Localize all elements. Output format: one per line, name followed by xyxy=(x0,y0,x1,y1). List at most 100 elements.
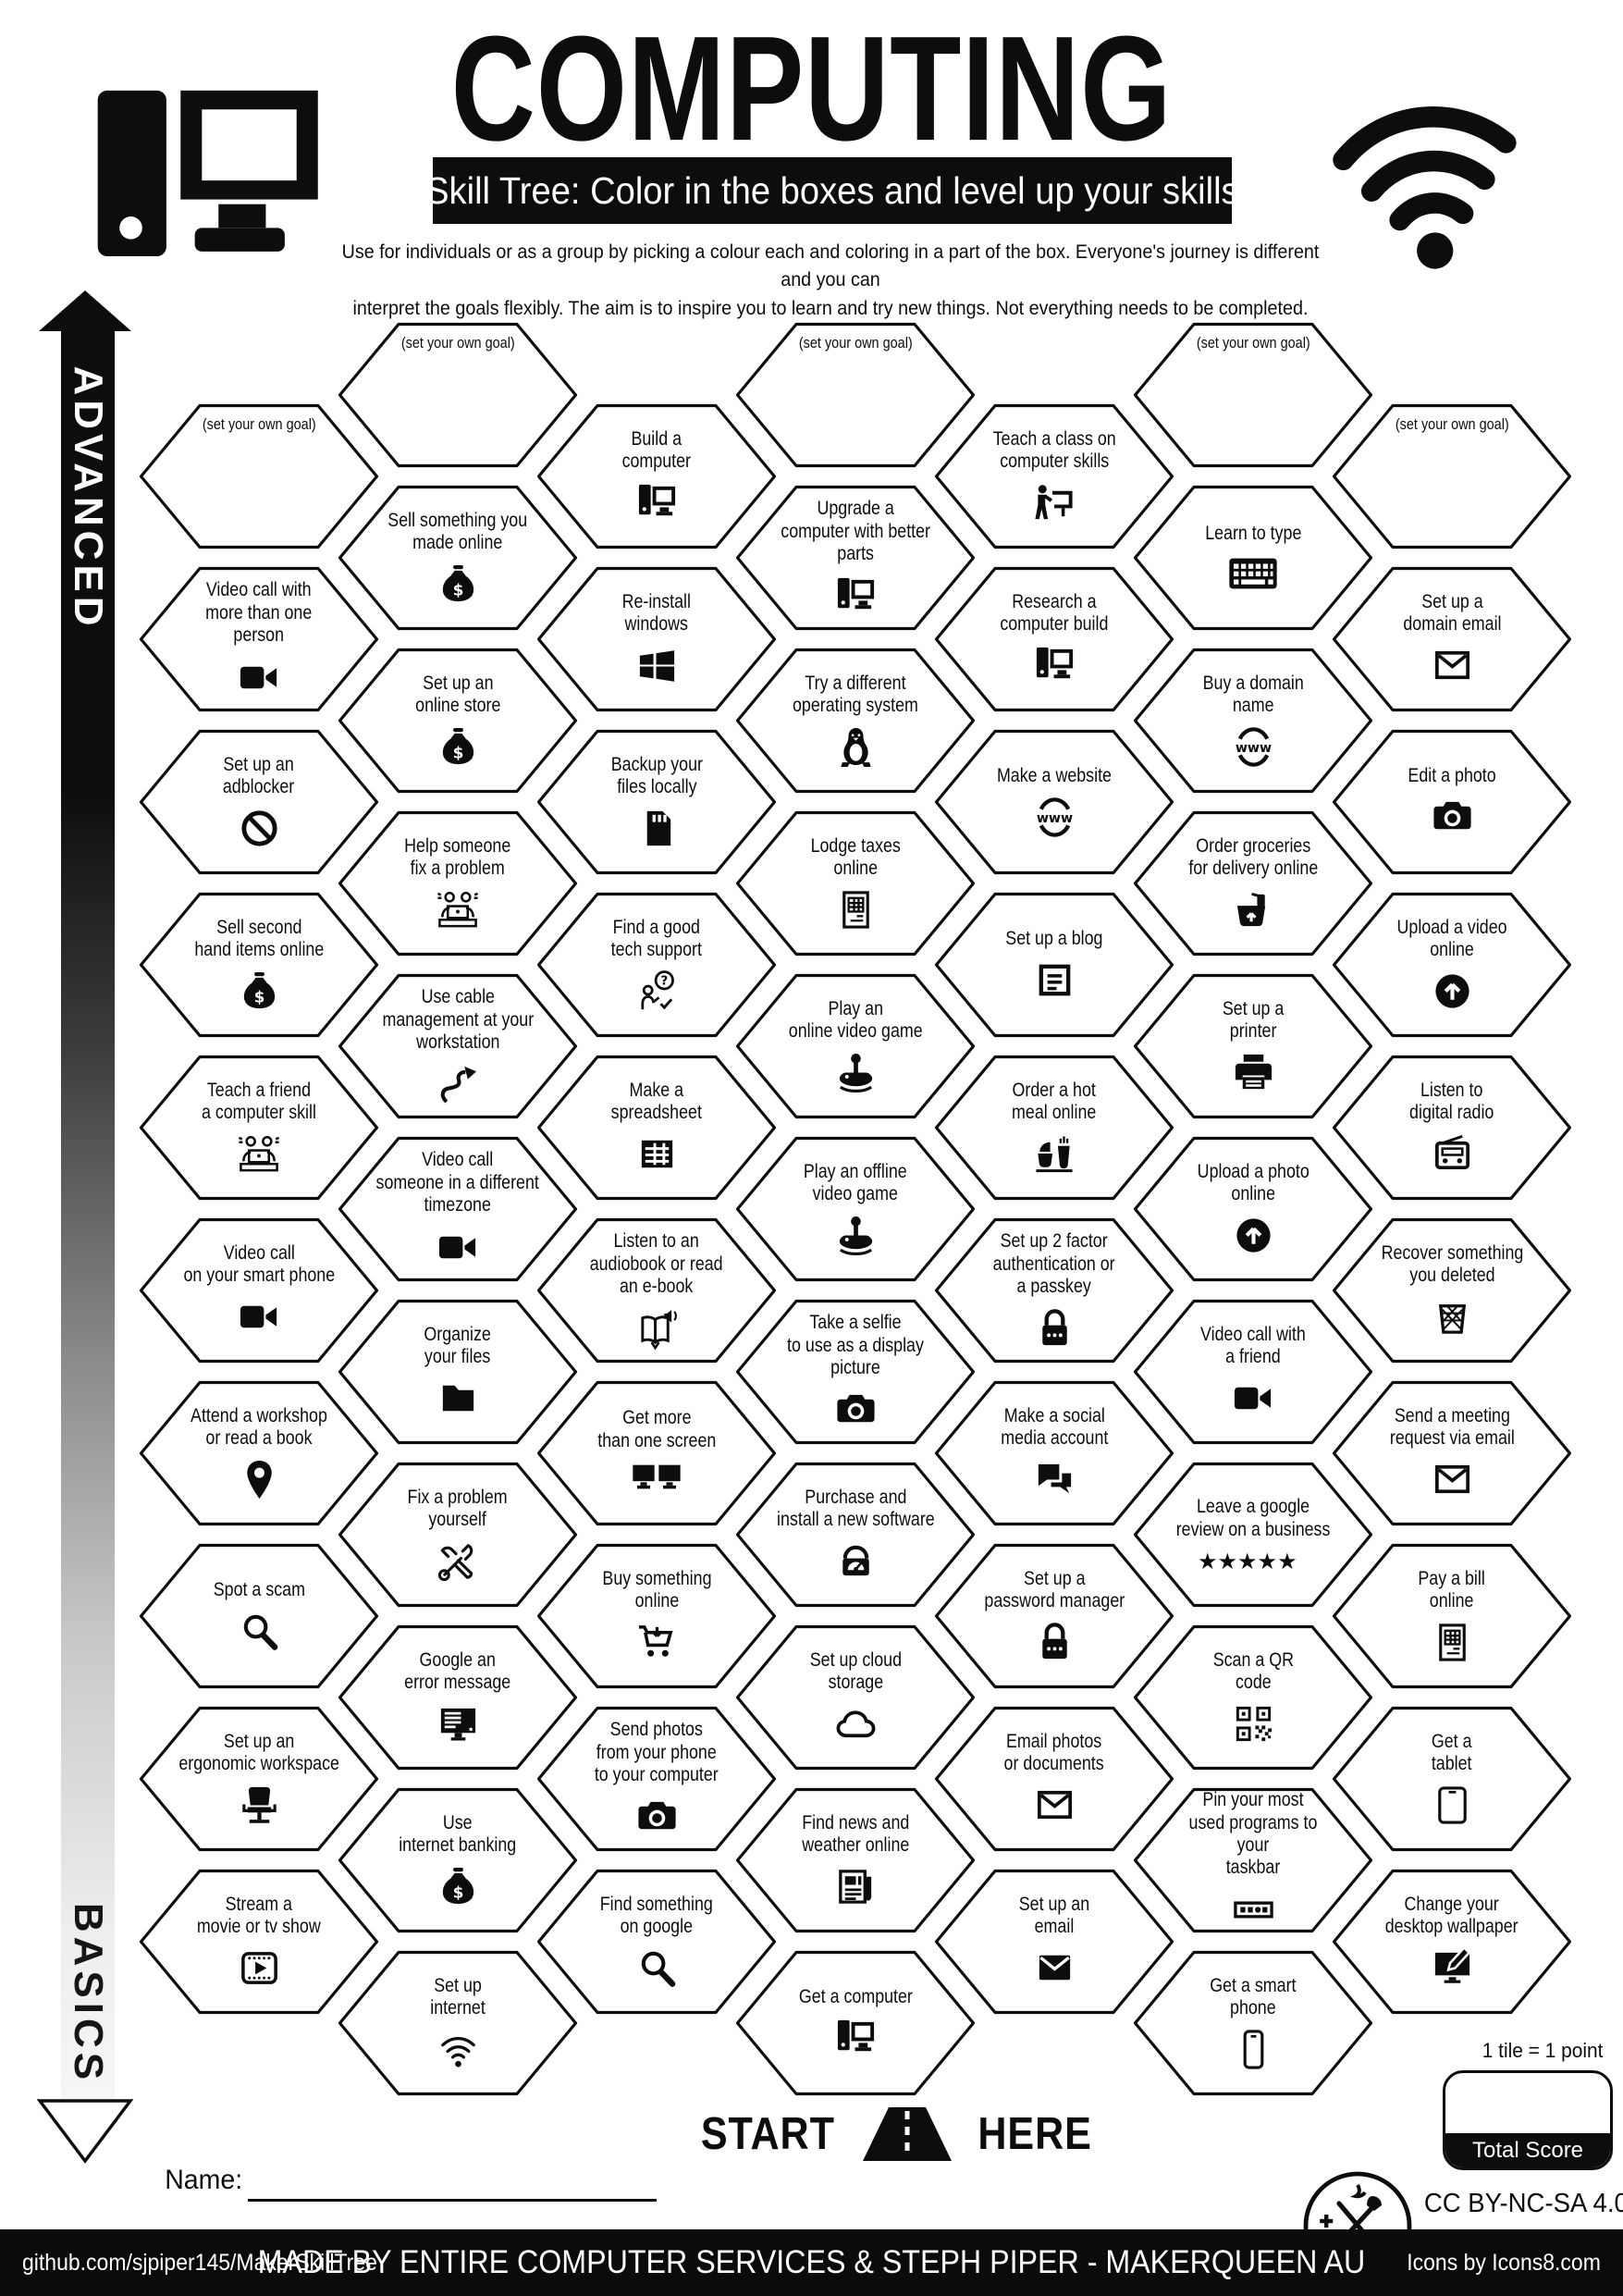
hex-set-up-2-factor-authentication-or-a-passkey[interactable]: Set up 2 factor authentication or a pass… xyxy=(934,1217,1174,1364)
hex-lodge-taxes-online[interactable]: Lodge taxes online xyxy=(735,810,976,957)
hex-leave-a-google-review-on-a-business[interactable]: Leave a google review on a business ★★★★★ xyxy=(1133,1462,1373,1608)
hex-teach-a-class-on-computer-skills[interactable]: Teach a class on computer skills xyxy=(934,403,1174,549)
hex-set-up-cloud-storage[interactable]: Set up cloud storage xyxy=(735,1624,976,1771)
hex-order-a-hot-meal-online[interactable]: Order a hot meal online xyxy=(934,1055,1174,1201)
hex-set-up-a-printer[interactable]: Set up a printer xyxy=(1133,973,1373,1119)
hex-set-up-an-email[interactable]: Set up an email xyxy=(934,1869,1174,2015)
hex-upload-a-video-online[interactable]: Upload a video online xyxy=(1332,892,1572,1038)
hex-backup-your-files-locally[interactable]: Backup your files locally xyxy=(536,729,777,875)
hex-build-a-computer[interactable]: Build a computer xyxy=(536,403,777,549)
hex-make-a-social-media-account[interactable]: Make a social media account xyxy=(934,1380,1174,1526)
hex-get-a-computer[interactable]: Get a computer xyxy=(735,1950,976,2096)
hex-research-a-computer-build[interactable]: Research a computer build xyxy=(934,566,1174,712)
hex-video-call-with-more-than-one-person[interactable]: Video call with more than one person xyxy=(139,566,379,712)
hex-set-up-a-password-manager[interactable]: Set up a password manager xyxy=(934,1543,1174,1689)
hex-play-an-offline-video-game[interactable]: Play an offline video game xyxy=(735,1136,976,1282)
hex-learn-to-type[interactable]: Learn to type xyxy=(1133,485,1373,631)
hex-pin-your-most-used-programs-to-your-taskbar[interactable]: Pin your most used programs to your task… xyxy=(1133,1787,1373,1933)
hex-make-a-website[interactable]: Make a website www xyxy=(934,729,1174,875)
hex-label: Set up an email xyxy=(1018,1893,1090,1937)
hex-set-your-own-goal[interactable]: (set your own goal) xyxy=(1332,403,1572,549)
description-text: Use for individuals or as a group by pic… xyxy=(341,241,1320,319)
hex-sell-something-you-made-online[interactable]: Sell something you made online $ xyxy=(338,485,578,631)
hex-set-your-own-goal[interactable]: (set your own goal) xyxy=(338,322,578,468)
hex-set-up-an-ergonomic-workspace[interactable]: Set up an ergonomic workspace xyxy=(139,1706,379,1852)
hexagon-outline xyxy=(1133,1950,1373,2096)
hex-edit-a-photo[interactable]: Edit a photo xyxy=(1332,729,1572,875)
hex-set-your-own-goal[interactable]: (set your own goal) xyxy=(1133,322,1373,468)
hex-send-a-meeting-request-via-email[interactable]: Send a meeting request via email xyxy=(1332,1380,1572,1526)
hex-take-a-selfie-to-use-as-a-display-picture[interactable]: Take a selfie to use as a display pictur… xyxy=(735,1299,976,1445)
total-score-value[interactable] xyxy=(1445,2079,1610,2130)
hex-label: Leave a google review on a business xyxy=(1175,1496,1331,1540)
hex-attend-a-workshop-or-read-a-book[interactable]: Attend a workshop or read a book xyxy=(139,1380,379,1526)
hex-get-a-tablet[interactable]: Get a tablet xyxy=(1332,1706,1572,1852)
videocam-icon xyxy=(436,1226,480,1269)
hex-use-internet-banking[interactable]: Use internet banking $ xyxy=(338,1787,578,1933)
hexagon-outline xyxy=(338,1787,578,1933)
hex-scan-a-qr-code[interactable]: Scan a QR code xyxy=(1133,1624,1373,1771)
spreadsheet-icon xyxy=(635,1132,679,1176)
hex-set-up-an-online-store[interactable]: Set up an online store $ xyxy=(338,648,578,794)
hex-sell-second-hand-items-online[interactable]: Sell second hand items online $ xyxy=(139,892,379,1038)
hex-find-something-on-google[interactable]: Find something on google xyxy=(536,1869,777,2015)
hex-set-your-own-goal[interactable]: (set your own goal) xyxy=(139,403,379,549)
hex-get-a-smart-phone[interactable]: Get a smart phone xyxy=(1133,1950,1373,2096)
hex-video-call-someone-in-a-different-timezone[interactable]: Video call someone in a different timezo… xyxy=(338,1136,578,1282)
videocam-icon xyxy=(1232,1376,1275,1420)
hex-label: Edit a photo xyxy=(1408,764,1496,786)
hex-google-an-error-message[interactable]: Google an error message xyxy=(338,1624,578,1771)
hex-email-photos-or-documents[interactable]: Email photos or documents xyxy=(934,1706,1174,1852)
hex-upload-a-photo-online[interactable]: Upload a photo online xyxy=(1133,1136,1373,1282)
hex-use-cable-management-at-your-workstation[interactable]: Use cable management at your workstation xyxy=(338,973,578,1119)
hex-set-up-a-blog[interactable]: Set up a blog xyxy=(934,892,1174,1038)
hex-set-your-own-goal[interactable]: (set your own goal) xyxy=(735,322,976,468)
hexagon-outline xyxy=(1133,1136,1373,1282)
hex-stream-a-movie-or-tv-show[interactable]: Stream a movie or tv show xyxy=(139,1869,379,2015)
hex-buy-a-domain-name[interactable]: Buy a domain name www xyxy=(1133,648,1373,794)
hex-play-an-online-video-game[interactable]: Play an online video game xyxy=(735,973,976,1119)
hex-help-someone-fix-a-problem[interactable]: Help someone fix a problem xyxy=(338,810,578,957)
hex-label: Play an online video game xyxy=(788,997,923,1042)
hex-label: Spot a scam xyxy=(213,1578,305,1600)
hex-pay-a-bill-online[interactable]: Pay a bill online xyxy=(1332,1543,1572,1689)
hex-set-up-an-adblocker[interactable]: Set up an adblocker xyxy=(139,729,379,875)
hex-try-a-different-operating-system[interactable]: Try a different operating system xyxy=(735,648,976,794)
footer-github-link[interactable]: github.com/sjpiper145/MakerSkillTree xyxy=(22,2249,377,2276)
hex-label: Set up cloud storage xyxy=(809,1648,902,1693)
hex-get-more-than-one-screen[interactable]: Get more than one screen xyxy=(536,1380,777,1526)
videocam-icon xyxy=(238,656,281,699)
hex-video-call-with-a-friend[interactable]: Video call with a friend xyxy=(1133,1299,1373,1445)
hex-re-install-windows[interactable]: Re-install windows xyxy=(536,566,777,712)
hex-find-news-and-weather-online[interactable]: Find news and weather online xyxy=(735,1787,976,1933)
footer-credit: MADE BY ENTIRE COMPUTER SERVICES & STEPH… xyxy=(257,2244,1366,2280)
hex-fix-a-problem-yourself[interactable]: Fix a problem yourself xyxy=(338,1462,578,1608)
hexagon-outline xyxy=(1332,403,1572,549)
taxdoc-icon xyxy=(1431,1621,1474,1664)
filmplayer-icon xyxy=(238,1946,281,1990)
hex-purchase-and-install-a-new-software[interactable]: Purchase and install a new software xyxy=(735,1462,976,1608)
footer-bar: github.com/sjpiper145/MakerSkillTree MAD… xyxy=(0,2229,1623,2296)
helpdesk-icon xyxy=(433,888,483,932)
trash-icon xyxy=(1431,1295,1474,1339)
hex-make-a-spreadsheet[interactable]: Make a spreadsheet xyxy=(536,1055,777,1201)
hex-find-a-good-tech-support[interactable]: Find a good tech support? xyxy=(536,892,777,1038)
hex-listen-to-digital-radio[interactable]: Listen to digital radio xyxy=(1332,1055,1572,1201)
hex-order-groceries-for-delivery-online[interactable]: Order groceries for delivery online xyxy=(1133,810,1373,957)
hex-buy-something-online[interactable]: Buy something online xyxy=(536,1543,777,1689)
total-score-box[interactable]: Total Score xyxy=(1443,2070,1613,2170)
hex-teach-a-friend-a-computer-skill[interactable]: Teach a friend a computer skill xyxy=(139,1055,379,1201)
hex-video-call-on-your-smart-phone[interactable]: Video call on your smart phone xyxy=(139,1217,379,1364)
hex-send-photos-from-your-phone-to-your-computer[interactable]: Send photos from your phone to your comp… xyxy=(536,1706,777,1852)
hex-recover-something-you-deleted[interactable]: Recover something you deleted xyxy=(1332,1217,1572,1364)
hexagon-outline xyxy=(139,729,379,875)
hex-set-up-a-domain-email[interactable]: Set up a domain email xyxy=(1332,566,1572,712)
hex-change-your-desktop-wallpaper[interactable]: Change your desktop wallpaper xyxy=(1332,1869,1572,2015)
hex-label: Send photos from your phone to your comp… xyxy=(595,1719,719,1786)
hex-organize-your-files[interactable]: Organize your files xyxy=(338,1299,578,1445)
hex-spot-a-scam[interactable]: Spot a scam xyxy=(139,1543,379,1689)
hex-listen-to-an-audiobook-or-read-an-e-book[interactable]: Listen to an audiobook or read an e-book xyxy=(536,1217,777,1364)
hex-set-up-internet[interactable]: Set up internet xyxy=(338,1950,578,2096)
hex-upgrade-a-computer-with-better-parts[interactable]: Upgrade a computer with better parts xyxy=(735,485,976,631)
name-input-line[interactable] xyxy=(248,2199,657,2202)
